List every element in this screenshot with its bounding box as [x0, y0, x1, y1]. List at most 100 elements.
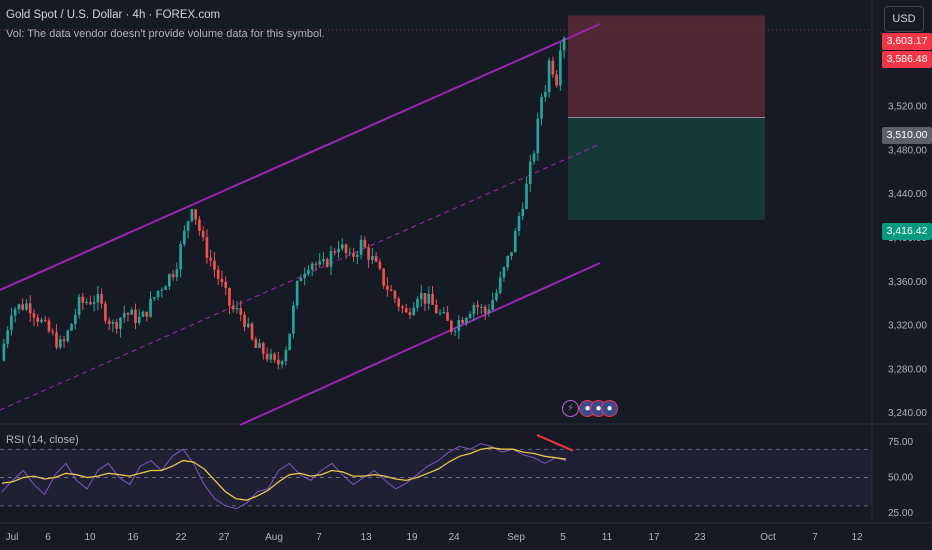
candle-body: [555, 74, 558, 86]
candle-body: [77, 296, 81, 315]
candle-body: [468, 314, 472, 318]
candle-body: [419, 293, 423, 300]
candle-body: [224, 281, 228, 288]
candle-body: [544, 91, 547, 97]
candle-body: [239, 308, 243, 315]
candle-body: [190, 209, 194, 222]
candle-body: [149, 298, 152, 317]
price-tick-label: 3,520.00: [888, 102, 927, 113]
price-tick-label: 3,480.00: [888, 145, 927, 156]
candle-body: [386, 285, 389, 290]
candle-body: [213, 260, 216, 270]
candle-body: [359, 239, 363, 255]
candle-body: [288, 333, 291, 351]
candle-body: [130, 309, 134, 315]
stop-loss-zone: [568, 15, 765, 118]
candle-body: [525, 183, 528, 209]
price-label-entry: 3,510.00: [882, 127, 932, 144]
candle-body: [137, 316, 141, 323]
candle-body: [322, 259, 325, 262]
candle-body: [517, 216, 521, 231]
candle-body: [461, 320, 464, 324]
candle-body: [393, 291, 397, 299]
candle-body: [262, 343, 265, 354]
candle-body: [134, 309, 137, 323]
candle-body: [356, 254, 359, 257]
candle-body: [6, 330, 9, 344]
candle-body: [265, 353, 269, 360]
candle-body: [115, 321, 118, 329]
time-tick-label: Sep: [507, 532, 525, 543]
time-tick-label: 17: [648, 532, 660, 543]
lightning-icon[interactable]: ⚡: [562, 400, 579, 417]
rsi-ma-line: [1, 447, 567, 501]
candle-body: [13, 309, 17, 316]
candle-body: [231, 305, 235, 310]
channel-upper-line: [0, 23, 601, 291]
candle-body: [228, 287, 231, 306]
candle-body: [483, 306, 487, 314]
time-tick-label: 16: [127, 532, 139, 543]
candle-body: [209, 257, 212, 261]
candle-body: [273, 353, 276, 360]
candle-body: [476, 305, 479, 308]
candle-body: [551, 60, 555, 75]
candle-body: [337, 248, 340, 253]
candle-body: [480, 306, 483, 308]
candle-body: [168, 274, 171, 287]
candle-body: [126, 313, 130, 315]
candle-body: [457, 320, 461, 331]
candle-body: [107, 320, 111, 324]
candle-body: [47, 320, 51, 332]
chart-title: Gold Spot / U.S. Dollar · 4h · FOREX.com: [6, 9, 221, 21]
candle-body: [280, 361, 284, 365]
candle-body: [371, 256, 374, 260]
candle-body: [175, 269, 179, 278]
candle-body: [58, 339, 62, 348]
candle-body: [295, 281, 299, 306]
price-label-last: 3,586.48: [882, 51, 932, 68]
candle-body: [235, 308, 239, 310]
candle-body: [412, 307, 416, 316]
candle-body: [325, 259, 329, 267]
candle-body: [397, 298, 400, 307]
candle-body: [74, 314, 77, 324]
candle-body: [21, 304, 24, 310]
candle-body: [216, 269, 220, 279]
candle-body: [491, 299, 494, 310]
candle-body: [314, 263, 318, 265]
candle-body: [495, 292, 498, 300]
candle-body: [498, 277, 502, 293]
take-profit-zone: [568, 117, 765, 221]
candle-body: [389, 289, 393, 292]
candle-body: [378, 261, 382, 269]
candle-body: [96, 294, 100, 303]
candle-body: [367, 247, 370, 260]
candle-body: [416, 299, 419, 308]
candle-body: [186, 221, 190, 231]
price-label-top: 3,603.17: [882, 33, 932, 50]
candle-body: [243, 314, 246, 328]
candle-body: [92, 302, 96, 305]
time-tick-label: 27: [218, 532, 230, 543]
currency-button[interactable]: USD: [884, 6, 924, 32]
time-tick-label: Aug: [265, 532, 283, 543]
candle-body: [284, 350, 288, 362]
candle-body: [528, 161, 532, 184]
candle-body: [66, 330, 70, 342]
price-tick-label: 3,440.00: [888, 189, 927, 200]
rsi-tick-label: 25.00: [888, 508, 913, 519]
candle-body: [329, 251, 333, 267]
time-tick-label: 24: [448, 532, 460, 543]
candle-body: [220, 278, 224, 282]
candle-body: [277, 359, 280, 365]
candle-body: [156, 290, 160, 298]
candle-body: [100, 294, 103, 304]
candle-body: [258, 343, 261, 349]
time-tick-label: 10: [84, 532, 96, 543]
candle-body: [160, 289, 164, 291]
time-tick-label: Jul: [6, 532, 19, 543]
us-flag-icon[interactable]: ●: [601, 400, 618, 417]
candle-body: [246, 323, 250, 328]
